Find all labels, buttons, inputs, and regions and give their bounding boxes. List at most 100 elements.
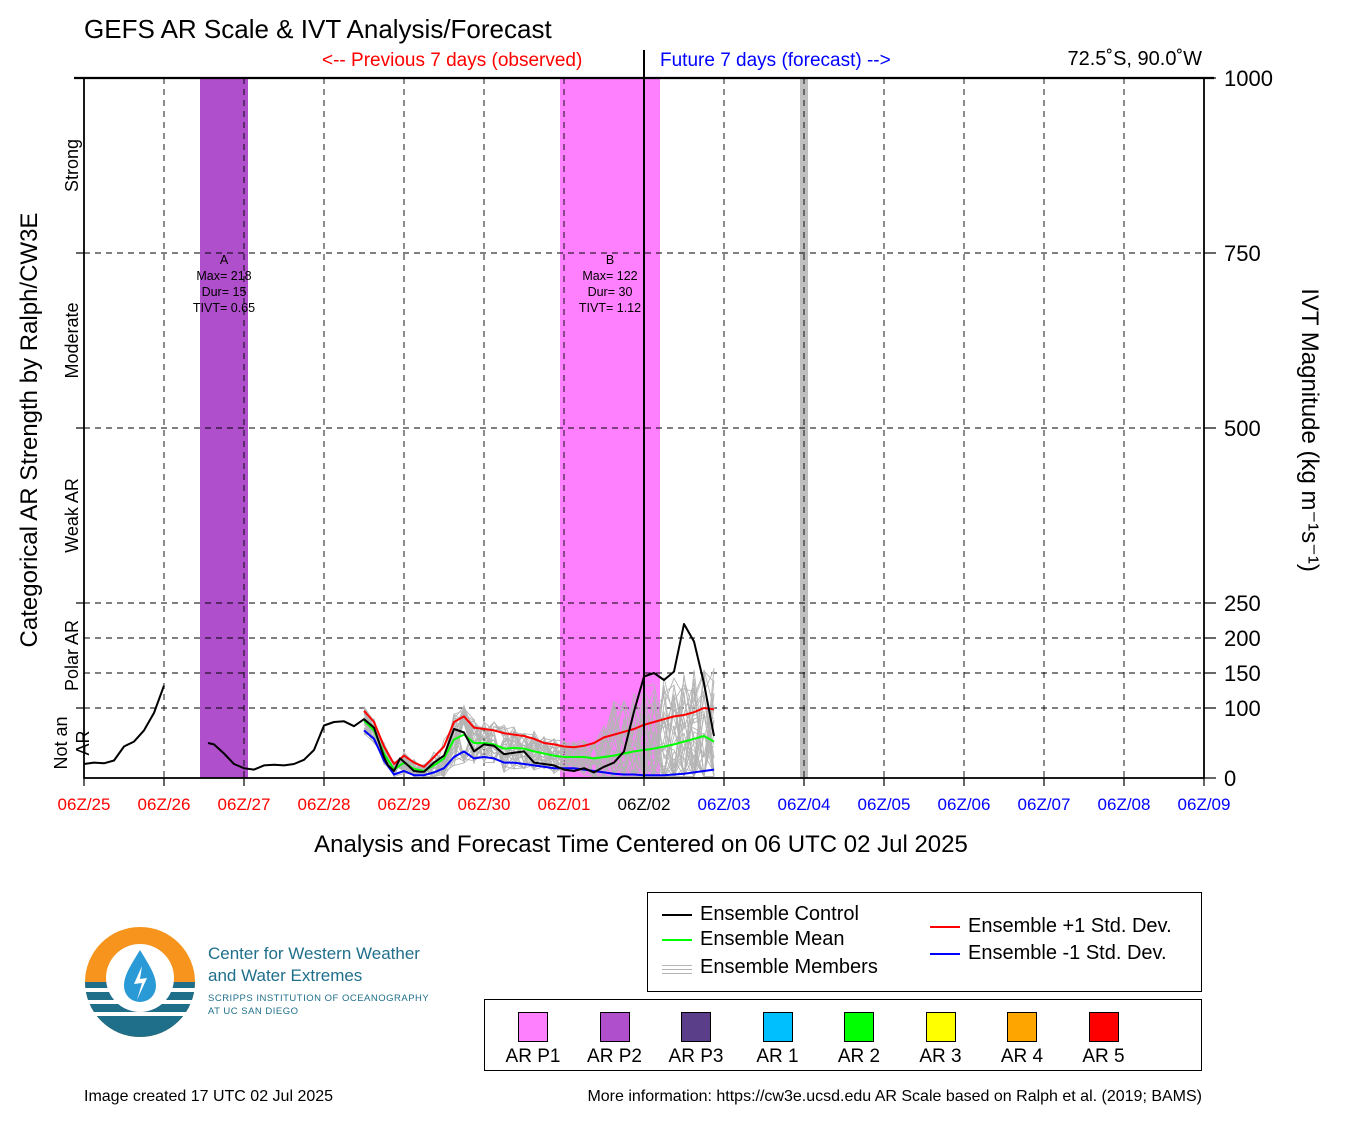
- legend-swatch-icon: [930, 925, 960, 928]
- category-legend-item: AR 2: [819, 1012, 899, 1068]
- x-tick-label: 06Z/26: [138, 795, 191, 814]
- category-legend-item: AR 5: [1064, 1012, 1144, 1068]
- ar-event-annotation: A: [220, 253, 229, 267]
- ensemble-member-line: [363, 683, 715, 779]
- more-info-label: More information: https://cw3e.ucsd.edu …: [587, 1088, 1202, 1105]
- category-label: Polar AR: [62, 620, 82, 691]
- category-label: AR P3: [668, 1046, 724, 1067]
- previous-days-label: <-- Previous 7 days (observed): [322, 50, 583, 71]
- category-label: AR 4: [1000, 1046, 1044, 1067]
- legend-item-label: Ensemble Mean: [700, 928, 845, 950]
- cw3e-logo-icon: [84, 927, 196, 1037]
- category-swatch-icon: [1007, 1012, 1037, 1042]
- category-label: Not an: [51, 716, 71, 769]
- x-axis-label: Analysis and Forecast Time Centered on 0…: [314, 831, 968, 858]
- ar-event-annotation: Max= 122: [582, 269, 637, 283]
- category-label: AR: [73, 730, 93, 755]
- future-days-label: Future 7 days (forecast) -->: [660, 50, 891, 71]
- y-axis-right-label: IVT Magnitude (kg m⁻¹s⁻¹): [1296, 288, 1323, 572]
- category-label: AR 5: [1082, 1046, 1125, 1067]
- legend-item: Ensemble -1 Std. Dev.: [930, 942, 1167, 965]
- ar-event-annotation: B: [606, 253, 614, 267]
- x-tick-label: 06Z/29: [378, 795, 431, 814]
- y-tick-label: 0: [1224, 766, 1236, 791]
- y-tick-label: 500: [1224, 416, 1261, 441]
- category-legend-item: AR P1: [493, 1012, 573, 1068]
- ar-event-annotation: Dur= 30: [588, 285, 633, 299]
- ar-event-annotation: TIVT= 1.12: [579, 301, 641, 315]
- x-tick-label: 06Z/25: [58, 795, 111, 814]
- category-label: AR 1: [756, 1046, 799, 1067]
- legend-swatch-icon: [662, 938, 692, 941]
- series-line-ensemble-control: [83, 685, 165, 765]
- category-swatch-icon: [599, 1012, 630, 1042]
- legend-item-label: Ensemble +1 Std. Dev.: [968, 915, 1172, 937]
- x-tick-label: 06Z/28: [298, 795, 351, 814]
- series-line-ensemble-control: [207, 623, 715, 774]
- ensemble-member-line: [363, 704, 715, 779]
- x-tick-label: 06Z/30: [458, 795, 511, 814]
- x-tick-label: 06Z/07: [1018, 795, 1071, 814]
- category-swatch-icon: [925, 1012, 956, 1042]
- legend-item: Ensemble Control: [662, 903, 859, 926]
- legend-item: Ensemble Members: [662, 956, 878, 979]
- logo-text-line1: Center for Western Weather: [208, 944, 420, 963]
- y-tick-label: 250: [1224, 591, 1261, 616]
- image-created-label: Image created 17 UTC 02 Jul 2025: [84, 1088, 334, 1105]
- y-tick-label: 200: [1224, 626, 1261, 651]
- category-label: AR P1: [505, 1046, 561, 1067]
- ar-event-annotation: Max= 218: [196, 269, 251, 283]
- x-tick-label: 06Z/02: [618, 795, 671, 814]
- category-legend-item: AR 1: [738, 1012, 818, 1068]
- y-axis-left-label: Categorical AR Strength by Ralph/CW3E: [16, 213, 43, 648]
- legend-swatch-icon: [662, 913, 692, 916]
- category-label: Weak AR: [62, 478, 82, 553]
- category-swatch-icon: [681, 1012, 711, 1042]
- ar-event-annotation: TIVT= 0.65: [193, 301, 255, 315]
- ar-event-annotation: Dur= 15: [202, 285, 247, 299]
- category-label: Moderate: [62, 302, 82, 378]
- logo-text-line3: SCRIPPS INSTITUTION OF OCEANOGRAPHY: [208, 993, 430, 1004]
- legend-item-label: Ensemble Members: [700, 956, 878, 978]
- x-tick-label: 06Z/27: [218, 795, 271, 814]
- category-legend-item: AR 3: [901, 1012, 981, 1068]
- series-line-ensemble-mean: [363, 719, 715, 772]
- x-tick-label: 06Z/08: [1098, 795, 1151, 814]
- legend-item-label: Ensemble -1 Std. Dev.: [968, 942, 1167, 964]
- x-tick-label: 06Z/09: [1178, 795, 1231, 814]
- y-tick-label: 750: [1224, 241, 1261, 266]
- category-legend-item: AR P3: [656, 1012, 736, 1068]
- legend-swatch-icon: [930, 952, 960, 955]
- category-label: AR 3: [919, 1046, 962, 1067]
- chart-title: GEFS AR Scale & IVT Analysis/Forecast: [84, 14, 552, 44]
- category-swatch-icon: [762, 1012, 793, 1042]
- logo-text-line4: AT UC SAN DIEGO: [208, 1006, 299, 1017]
- category-legend-item: AR P2: [575, 1012, 655, 1068]
- x-tick-label: 06Z/06: [938, 795, 991, 814]
- logo-text-line2: and Water Extremes: [208, 966, 363, 985]
- category-legend-item: AR 4: [982, 1012, 1062, 1068]
- category-label: Strong: [62, 139, 82, 192]
- category-label: AR P2: [587, 1046, 642, 1067]
- y-tick-label: 100: [1224, 696, 1261, 721]
- x-tick-label: 06Z/03: [698, 795, 751, 814]
- ivt-chart: A Max= 218 Dur= 15 TIVT= 0.65 B Max= 122 Dur= …: [16, 50, 1323, 858]
- legend-item-label: Ensemble Control: [700, 903, 859, 925]
- x-tick-label: 06Z/05: [858, 795, 911, 814]
- legend-item: Ensemble Mean: [662, 928, 845, 951]
- y-tick-label: 150: [1224, 661, 1261, 686]
- series-line-ensemble-1-std-dev-: [363, 707, 715, 768]
- x-tick-label: 06Z/04: [778, 795, 831, 814]
- location-label: 72.5˚S, 90.0˚W: [1067, 48, 1202, 70]
- category-label: AR 2: [837, 1046, 881, 1067]
- y-tick-label: 1000: [1224, 66, 1273, 91]
- category-swatch-icon: [1088, 1012, 1119, 1042]
- category-legend: AR P1 AR P2 AR P3 AR 1 AR 2 AR 3 AR 4 AR 5: [484, 999, 1202, 1071]
- legend-swatch-icon: [662, 961, 692, 974]
- x-tick-label: 06Z/01: [538, 795, 591, 814]
- category-swatch-icon: [844, 1012, 874, 1042]
- category-swatch-icon: [518, 1012, 548, 1042]
- legend-item: Ensemble +1 Std. Dev.: [930, 915, 1172, 938]
- series-legend: Ensemble Control Ensemble Mean Ensemble Me…: [647, 892, 1202, 992]
- series-line-ensemble-1-std-dev-: [363, 729, 715, 777]
